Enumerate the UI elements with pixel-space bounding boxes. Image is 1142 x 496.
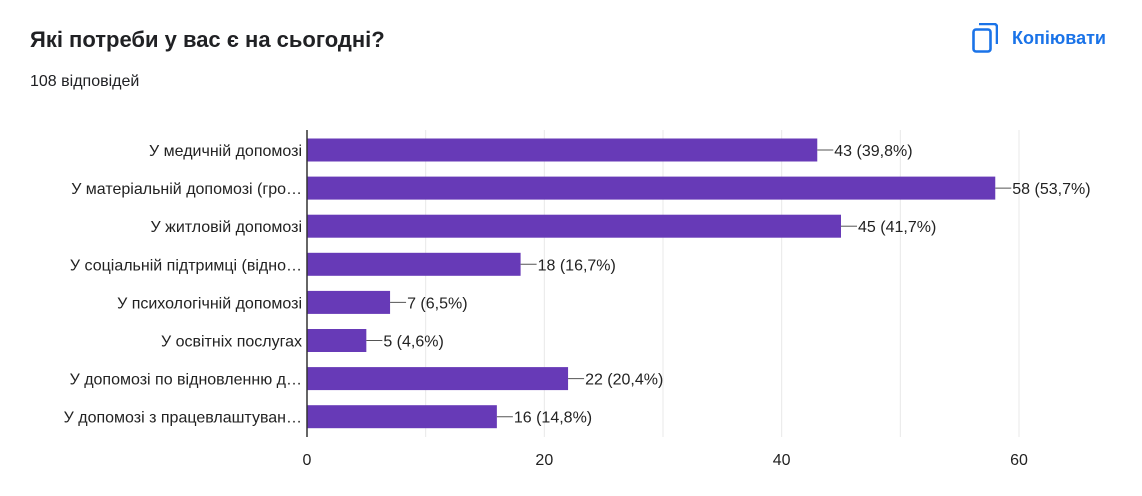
page-title: Які потреби у вас є на сьогодні?	[30, 27, 385, 52]
bar	[307, 176, 996, 200]
x-tick-label: 60	[1010, 452, 1028, 469]
bar	[307, 290, 391, 314]
bar	[307, 252, 521, 276]
bar	[307, 405, 497, 429]
category-label: У освітніх послугах	[161, 334, 302, 351]
data-label: 45 (41,7%)	[858, 219, 936, 236]
category-label: У психологічній допомозі	[117, 295, 302, 312]
category-label: У соціальній підтримці (відно…	[70, 257, 302, 274]
data-label: 58 (53,7%)	[1012, 181, 1090, 198]
category-label: У медичній допомозі	[149, 143, 302, 160]
data-label: 22 (20,4%)	[585, 372, 663, 389]
data-label: 16 (14,8%)	[514, 410, 592, 427]
category-label: У житловій допомозі	[151, 219, 302, 236]
bar	[307, 214, 841, 238]
bar	[307, 138, 818, 162]
x-tick-label: 0	[303, 452, 312, 469]
response-count: 108 відповідей	[30, 73, 140, 90]
category-labels: У медичній допомозі У матеріальній допомо…	[64, 143, 302, 427]
bar	[307, 329, 367, 352]
data-label: 7 (6,5%)	[407, 295, 467, 312]
x-axis-ticks: 0 20 40 60	[303, 452, 1028, 469]
copy-button-label: Копіювати	[1012, 27, 1106, 48]
x-tick-label: 40	[773, 452, 791, 469]
copy-button[interactable]: Копіювати	[966, 18, 1112, 58]
bars	[307, 138, 996, 429]
data-label: 43 (39,8%)	[834, 143, 912, 160]
category-label: У допомозі по відновленню д…	[70, 372, 302, 389]
copy-icon	[972, 23, 999, 53]
data-labels: 43 (39,8%) 58 (53,7%) 45 (41,7%) 18 (16,7%)…	[366, 143, 1091, 427]
grid-lines	[425, 130, 1020, 437]
x-tick-label: 20	[535, 452, 553, 469]
bar	[307, 367, 569, 391]
data-label: 18 (16,7%)	[538, 257, 616, 274]
category-label: У матеріальній допомозі (гро…	[71, 181, 302, 198]
data-label: 5 (4,6%)	[383, 334, 443, 351]
category-label: У допомозі з працевлаштуван…	[64, 410, 302, 427]
